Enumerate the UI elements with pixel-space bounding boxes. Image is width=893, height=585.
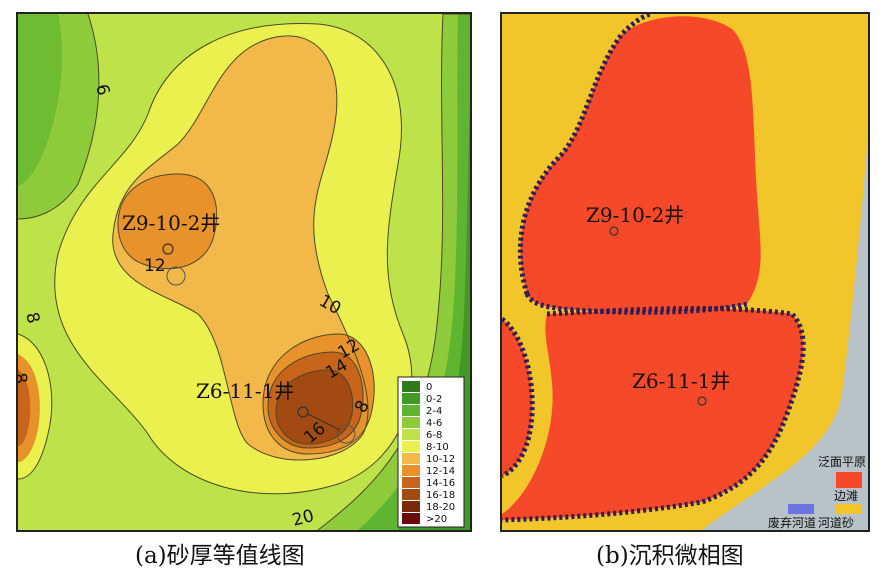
legend-label: 16-18 [426, 490, 455, 501]
legend-label-abandoned-channel: 废弃河道 [768, 515, 816, 530]
well-label: Z6-11-1井 [196, 379, 294, 403]
well-marker-ring-icon [166, 266, 186, 286]
legend-swatch-abandoned-channel [788, 504, 814, 514]
facies-point-bar-left [502, 319, 533, 476]
legend-swatch [402, 513, 420, 524]
legend-swatch [402, 501, 420, 512]
contour-label: 12 [144, 256, 166, 276]
legend-label: 6-8 [426, 430, 442, 441]
legend-swatch [402, 465, 420, 476]
legend-label: 10-12 [426, 454, 455, 465]
legend-label-point-bar: 边滩 [834, 489, 858, 503]
facies-point-bar-lower [502, 308, 804, 520]
caption-panel-a: (a)砂厚等值线图 [135, 543, 305, 569]
legend-swatch-point-bar [836, 472, 862, 488]
legend-swatch-floodplain [836, 436, 862, 452]
legend-swatch [402, 393, 420, 404]
legend-label-floodplain: 泛面平原 [818, 455, 866, 469]
well-z6-11-1: Z6-11-1井 [632, 369, 730, 406]
legend-label: 0 [426, 382, 432, 393]
legend-label: 8-10 [426, 442, 449, 453]
facies-legend: 泛面平原 边滩 废弃河道 河道砂 [768, 436, 866, 530]
thickness-legend: 00-22-44-66-88-1010-1212-1414-1616-1818-… [397, 376, 465, 528]
legend-label: 12-14 [426, 466, 455, 477]
contour-label: 6 [91, 82, 113, 98]
well-marker-icon [162, 243, 174, 255]
microfacies-map-svg: Z9-10-2井 Z6-11-1井 泛面平原 边滩 废弃河道 河道砂 [502, 14, 868, 530]
legend-swatch-channel-sand [836, 504, 862, 514]
well-label: Z6-11-1井 [632, 369, 730, 393]
sand-thickness-contour-map: 6 8 10 12 12 14 16 8 8 20 Z9-10-2井 Z6-11… [16, 12, 472, 532]
legend-label: 0-2 [426, 394, 442, 405]
well-label: Z9-10-2井 [586, 203, 684, 227]
well-z9-10-2: Z9-10-2井 [122, 211, 220, 286]
zone-left-blob-14-16 [18, 369, 31, 446]
legend-swatch [402, 417, 420, 428]
abandoned-channel-boundaries [502, 14, 806, 523]
zone-2-4-corner [18, 14, 62, 186]
sedimentary-microfacies-map: Z9-10-2井 Z6-11-1井 泛面平原 边滩 废弃河道 河道砂 [500, 12, 870, 532]
legend-label: 4-6 [426, 418, 442, 429]
well-z6-11-1: Z6-11-1井 [196, 379, 356, 444]
legend-swatch [402, 429, 420, 440]
well-z9-10-2: Z9-10-2井 [586, 203, 684, 236]
well-label: Z9-10-2井 [122, 211, 220, 235]
facies-point-bar-upper [520, 16, 761, 313]
legend-swatch [402, 381, 420, 392]
zone-16-18 [276, 370, 353, 444]
legend-swatch [402, 441, 420, 452]
well-marker-icon [697, 396, 707, 406]
contour-label: 20 [290, 506, 316, 530]
zone-12-14-upper [118, 174, 217, 269]
well-marker-icon [609, 226, 619, 236]
legend-label: 2-4 [426, 406, 442, 417]
legend-swatch [402, 453, 420, 464]
legend-swatch [402, 489, 420, 500]
contour-lines [18, 14, 470, 530]
legend-label: 18-20 [426, 502, 455, 513]
legend-swatch [402, 405, 420, 416]
caption-panel-b: (b)沉积微相图 [596, 543, 744, 569]
contour-label: 8 [21, 310, 43, 326]
legend-swatch [402, 477, 420, 488]
contour-map-svg: 6 8 10 12 12 14 16 8 8 20 Z9-10-2井 Z6-11… [18, 14, 470, 530]
contour-label: 8 [18, 371, 31, 385]
legend-label: 14-16 [426, 478, 455, 489]
well-marker-ring-icon [336, 424, 356, 444]
well-marker-icon [297, 406, 309, 418]
well-trajectory-line [307, 413, 341, 431]
legend-label-channel-sand: 河道砂 [818, 516, 854, 530]
legend-label: >20 [426, 514, 447, 525]
